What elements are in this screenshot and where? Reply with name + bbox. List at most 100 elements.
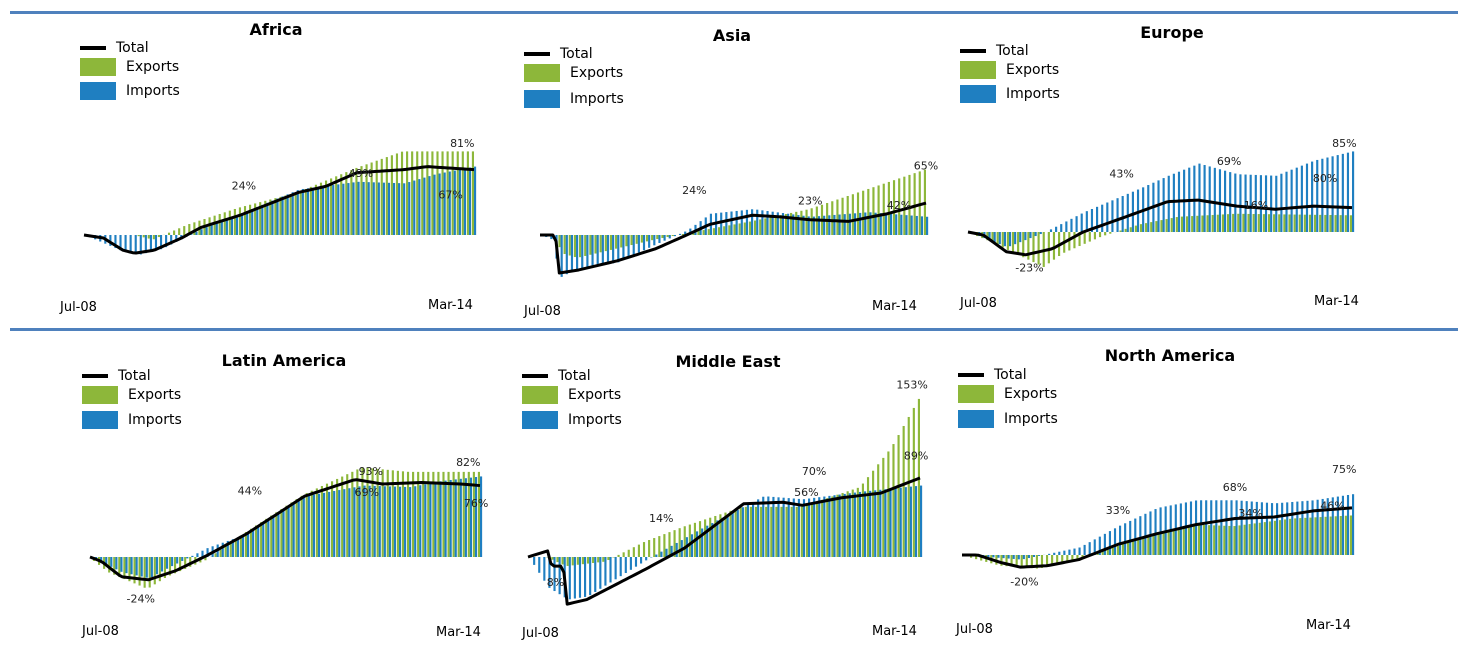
imports-bar [1037, 555, 1041, 556]
imports-bar [761, 210, 764, 235]
exports-bar [810, 208, 813, 235]
exports-bar [467, 471, 470, 557]
imports-bar [343, 489, 346, 557]
exports-bar [1157, 534, 1160, 555]
imports-bar [332, 185, 335, 235]
imports-bar [347, 183, 350, 235]
imports-bar [225, 219, 228, 235]
imports-bar [372, 182, 375, 235]
imports-bar [720, 212, 723, 235]
exports-bar [396, 470, 399, 557]
imports-bar [1336, 155, 1339, 232]
exports-bar [1020, 555, 1023, 568]
imports-bar [150, 557, 153, 578]
exports-bar [1081, 555, 1084, 559]
imports-bar [358, 486, 361, 557]
exports-bar [1273, 214, 1276, 232]
data-label: 69% [355, 486, 379, 499]
exports-bar [563, 235, 566, 254]
exports-bar [645, 235, 649, 242]
imports-bar [1300, 165, 1303, 232]
latin-america-chart: Latin America Total Exports Imports 44% -… [64, 342, 504, 652]
exports-bar [846, 195, 849, 235]
imports-bar [640, 557, 643, 564]
exports-bar [411, 151, 414, 235]
imports-bar [1244, 174, 1247, 232]
exports-bar [784, 214, 788, 235]
exports-bar [908, 174, 911, 235]
imports-bar [1326, 498, 1329, 555]
exports-bar [1216, 214, 1219, 232]
imports-bar [271, 200, 274, 235]
exports-bar [821, 499, 824, 557]
exports-bar [734, 509, 737, 557]
exports-bar [178, 228, 181, 235]
exports-bar [274, 198, 277, 235]
exports-bar [887, 181, 890, 235]
exports-bar [594, 235, 597, 254]
exports-bar [627, 549, 630, 557]
imports-bar [894, 488, 897, 557]
imports-bar [1306, 500, 1309, 555]
imports-bar [533, 557, 536, 565]
imports-bar [130, 557, 133, 575]
data-label: 85% [1332, 137, 1356, 150]
imports-bar [609, 557, 612, 583]
legend-total-swatch [960, 49, 986, 53]
exports-bar [991, 232, 994, 243]
imports-bar [992, 555, 995, 558]
exports-bar [702, 230, 705, 235]
imports-bar [711, 523, 714, 557]
imports-bar [807, 216, 810, 235]
imports-bar [696, 531, 699, 557]
exports-bar [872, 187, 875, 235]
imports-bar [1321, 498, 1324, 555]
imports-bar [226, 540, 229, 557]
exports-bar [1109, 232, 1112, 234]
exports-bar [764, 218, 767, 235]
exports-bar [1066, 555, 1069, 563]
exports-bar [361, 467, 364, 557]
exports-bar [1257, 214, 1260, 232]
imports-bar [1316, 499, 1319, 555]
exports-bar [1010, 555, 1013, 567]
exports-bar [1052, 232, 1056, 260]
exports-bar [1032, 232, 1035, 263]
exports-bar [234, 539, 237, 557]
imports-bar [848, 493, 851, 557]
exports-bar [604, 235, 607, 252]
exports-bar [615, 235, 618, 249]
imports-bar [257, 526, 260, 557]
legend-total-label: Total [560, 46, 593, 62]
imports-bar [1172, 173, 1175, 232]
imports-bar [838, 494, 841, 557]
imports-bar [1305, 163, 1309, 232]
exports-bar [1294, 518, 1297, 555]
imports-bar [140, 557, 143, 577]
imports-bar [281, 196, 284, 235]
exports-bar [1180, 216, 1184, 232]
imports-bar [668, 235, 671, 239]
exports-bar [341, 476, 344, 557]
imports-bar [895, 214, 898, 235]
exports-bar [213, 215, 216, 235]
exports-bar [1030, 555, 1033, 569]
exports-bar [846, 491, 849, 557]
imports-bar [418, 179, 421, 235]
exports-bar [1025, 555, 1028, 568]
exports-bar [1238, 525, 1241, 555]
imports-bar [1159, 507, 1162, 555]
imports-bar [767, 496, 770, 557]
exports-bar [681, 233, 685, 235]
exports-bar [229, 542, 232, 557]
imports-bar [165, 557, 169, 569]
exports-bar [1273, 520, 1277, 555]
imports-bar [1049, 229, 1053, 232]
imports-bar [617, 235, 620, 263]
imports-bar [998, 232, 1001, 245]
imports-bar [1073, 548, 1076, 555]
imports-bar [1249, 174, 1252, 232]
imports-bar [706, 525, 709, 557]
imports-bar [543, 557, 546, 581]
data-label: 34% [1238, 507, 1262, 520]
